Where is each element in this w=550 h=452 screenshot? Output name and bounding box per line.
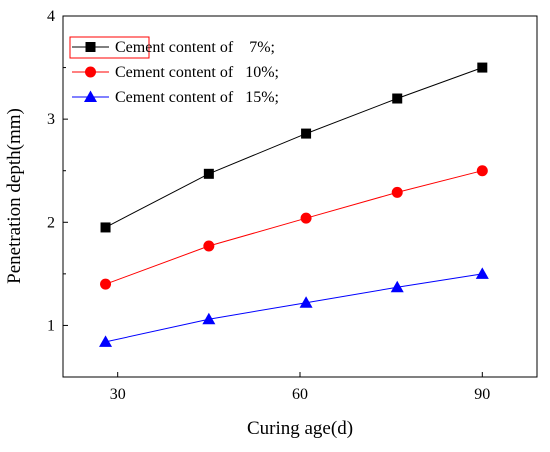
series-3-point-4 (390, 280, 404, 293)
legend: Cement content of 7%; Cement content of 1… (69, 36, 279, 106)
series-1-point-4 (392, 93, 403, 104)
y-axis: 1 2 3 4 (47, 8, 68, 334)
series-2-line (105, 170, 483, 285)
y-tick-label-3: 3 (47, 111, 55, 128)
series-1-point-3 (301, 128, 312, 139)
legend-label-3: Cement content of 15%; (115, 89, 279, 106)
legend-label-1: Cement content of 7%; (115, 39, 275, 56)
series-3 (99, 267, 489, 347)
series-3-point-2 (202, 312, 216, 325)
series-2-point-1 (100, 278, 112, 290)
x-tick-label-30: 30 (110, 386, 126, 403)
series-2-point-5 (476, 165, 488, 177)
x-tick-label-90: 90 (474, 386, 490, 403)
y-tick-label-4: 4 (47, 8, 55, 25)
y-tick-label-1: 1 (47, 317, 55, 334)
legend-marker-3 (84, 90, 97, 102)
x-axis: 30 60 90 (110, 372, 490, 403)
legend-marker-2 (85, 66, 96, 78)
legend-marker-1 (85, 42, 96, 52)
x-tick-label-60: 60 (292, 386, 308, 403)
legend-selection-box (69, 36, 150, 59)
y-axis-label: Penetration depth(mm) (4, 108, 25, 284)
series-2-point-2 (203, 240, 215, 252)
x-axis-label: Curing age(d) (247, 418, 353, 439)
legend-label-2: Cement content of 10%; (115, 64, 279, 81)
series-1-point-2 (203, 168, 214, 179)
series-2-point-4 (391, 186, 403, 198)
series-2 (100, 165, 488, 290)
series-1-point-1 (100, 222, 111, 233)
series-3-point-1 (99, 335, 113, 347)
series-2-point-3 (300, 212, 312, 224)
y-tick-label-2: 2 (47, 214, 55, 231)
series-3-point-5 (475, 267, 489, 279)
series-1-point-5 (477, 62, 488, 73)
series-3-point-3 (299, 296, 313, 308)
series-layer (99, 62, 489, 347)
series-1 (100, 62, 488, 233)
series-3-line (105, 273, 483, 343)
